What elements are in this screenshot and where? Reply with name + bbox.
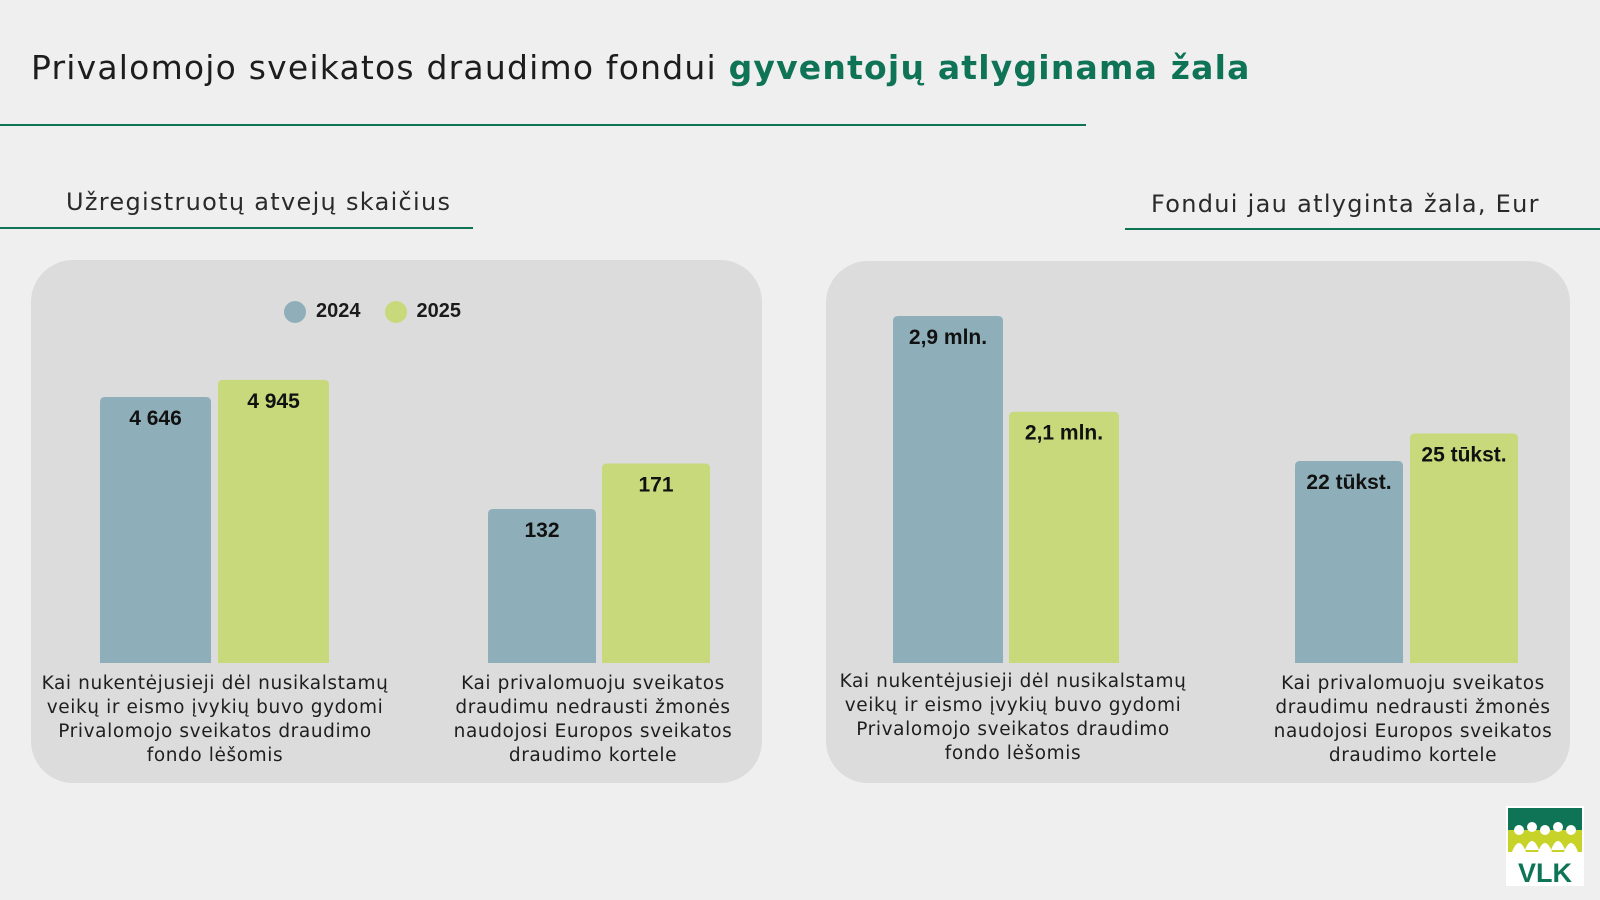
legend-label-2025: 2025 (416, 300, 462, 322)
chart-legend: 2024 2025 (284, 300, 475, 323)
legend-item-2024: 2024 (284, 300, 361, 323)
bar-chart2-group1-2025 (1009, 411, 1119, 663)
legend-item-2025: 2025 (384, 300, 462, 323)
legend-swatch-2024 (284, 300, 306, 323)
chart-title-cases: Užregistruotų atvejų skaičius (66, 188, 452, 216)
bar-chart2-group1-2024 (893, 316, 1003, 663)
page-title-prefix: Privalomojo sveikatos draudimo fondui (31, 48, 717, 87)
bar-value-label-chart2-group2-2024: 22 tūkst. (1306, 471, 1391, 494)
bar-value-label-chart1-group1-2024: 4 646 (129, 407, 182, 430)
bar-chart1-group1-2025 (218, 379, 329, 663)
chart-title-cases-rule (0, 227, 473, 229)
bar-value-label-chart2-group1-2025: 2,1 mln. (1025, 422, 1103, 445)
vlk-logo: VLK (1506, 806, 1584, 888)
chart-title-damages-rule (1125, 228, 1600, 230)
legend-swatch-2025 (384, 300, 407, 323)
bar-chart1-group2-2024 (488, 509, 596, 663)
bar-chart1-group2-2025 (602, 463, 710, 663)
category-label-cases-1: Kai nukentėjusieji dėl nusikalstamų veik… (41, 673, 389, 766)
vlk-people-logo-icon: VLK (1506, 806, 1584, 888)
chart-title-damages: Fondui jau atlyginta žala, Eur (1151, 190, 1540, 218)
category-label-damages-1: Kai nukentėjusieji dėl nusikalstamų veik… (839, 671, 1187, 764)
bar-value-label-chart1-group1-2025: 4 945 (247, 390, 300, 413)
bar-chart2-group2-2025 (1410, 433, 1518, 663)
category-label-cases-2: Kai privalomuoju sveikatos draudimu nedr… (453, 673, 733, 766)
bar-value-label-chart2-group1-2024: 2,9 mln. (909, 326, 987, 349)
bar-chart2-group2-2024 (1295, 461, 1403, 663)
bar-chart1-group1-2024 (100, 397, 211, 663)
page-title-accent: gyventojų atlyginama žala (728, 48, 1251, 87)
bar-value-label-chart2-group2-2025: 25 tūkst. (1421, 443, 1506, 466)
title-divider (0, 124, 1086, 126)
category-label-damages-2: Kai privalomuoju sveikatos draudimu nedr… (1273, 673, 1553, 766)
page-title: Privalomojo sveikatos draudimo fondui gy… (31, 48, 1251, 87)
svg-text:VLK: VLK (1518, 858, 1573, 886)
legend-label-2024: 2024 (316, 300, 361, 322)
bar-value-label-chart1-group2-2025: 171 (638, 474, 673, 497)
bar-value-label-chart1-group2-2024: 132 (524, 519, 559, 542)
